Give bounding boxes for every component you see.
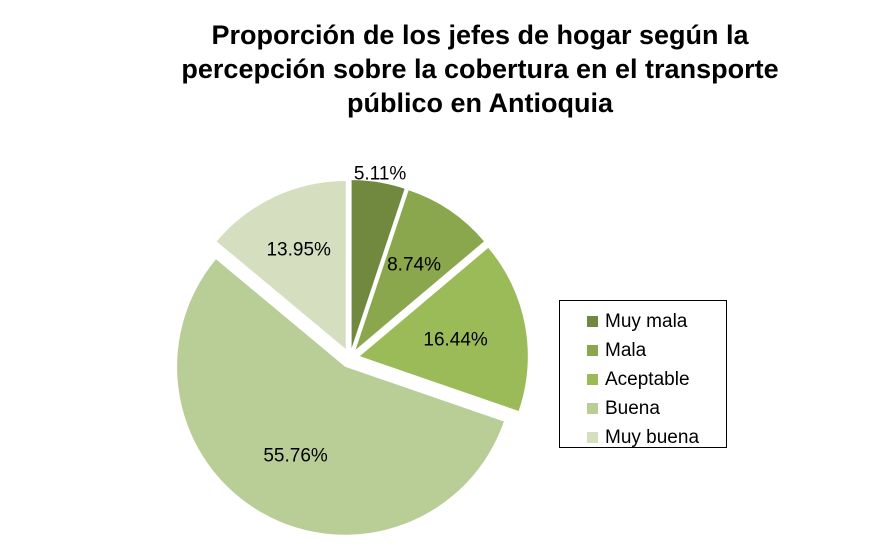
pie-slice-buena — [177, 259, 504, 535]
pie-slice-mala — [355, 190, 485, 350]
data-label-mala: 8.74% — [387, 254, 441, 275]
legend-label: Aceptable — [605, 368, 690, 390]
legend-item-muy-buena: Muy buena — [560, 423, 726, 452]
chart-title-line-2: percepción sobre la cobertura en el tran… — [181, 54, 779, 84]
chart-title-line-1: Proporción de los jefes de hogar según l… — [211, 20, 749, 50]
legend-swatch — [587, 432, 598, 443]
data-label-buena: 55.76% — [263, 446, 328, 467]
pie-slice-muy-mala — [351, 180, 405, 349]
pie-slice-aceptable — [359, 247, 528, 411]
legend-item-muy-mala: Muy mala — [560, 307, 726, 336]
legend-label: Buena — [605, 397, 660, 419]
data-label-muy-mala: 5.11% — [354, 163, 407, 184]
legend-label: Muy mala — [605, 310, 688, 332]
legend: Muy mala Mala Aceptable Buena Muy buena — [559, 300, 727, 448]
chart-title-line-3: público en Antioquia — [347, 88, 613, 118]
legend-swatch — [587, 374, 598, 385]
data-label-muy-buena: 13.95% — [266, 240, 331, 261]
legend-label: Mala — [605, 339, 647, 361]
legend-swatch — [587, 403, 598, 414]
chart-title: Proporción de los jefes de hogar según l… — [120, 18, 840, 120]
legend-item-mala: Mala — [560, 336, 726, 365]
legend-swatch — [587, 345, 598, 356]
legend-item-aceptable: Aceptable — [560, 365, 726, 394]
legend-swatch — [587, 316, 598, 327]
legend-label: Muy buena — [605, 426, 700, 448]
legend-item-buena: Buena — [560, 394, 726, 423]
pie-slice-muy-buena — [216, 180, 346, 349]
data-label-aceptable: 16.44% — [423, 329, 488, 350]
